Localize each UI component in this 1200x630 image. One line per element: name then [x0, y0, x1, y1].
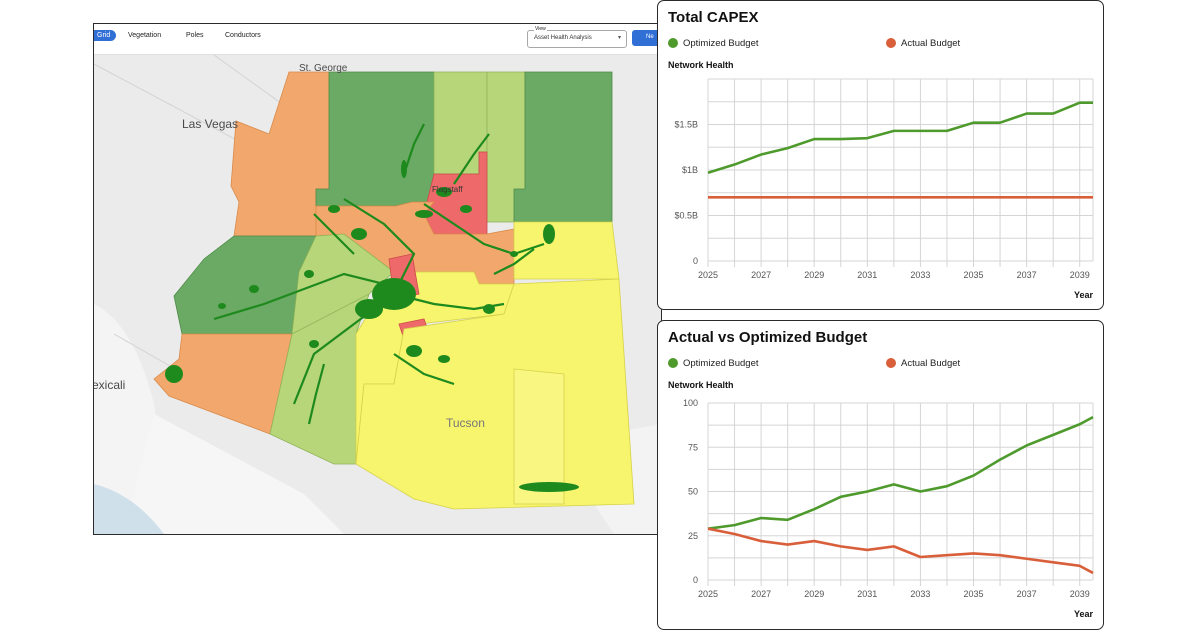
x-tick-label: 2029 [804, 270, 824, 280]
x-tick-label: 2025 [698, 589, 718, 599]
next-button-label: Ne [646, 34, 654, 40]
x-tick-label: 2037 [1017, 589, 1037, 599]
actual-vs-optimized-panel: Actual vs Optimized Budget Optimized Bud… [657, 320, 1104, 630]
x-tick-label: 2033 [910, 270, 930, 280]
tab-grid[interactable]: Grid [94, 30, 117, 41]
chevron-down-icon: ▾ [617, 35, 621, 41]
y-tick-label: 0 [693, 256, 698, 266]
view-caption: View [534, 26, 547, 32]
chart-title: Actual vs Optimized Budget [668, 329, 868, 346]
y-tick-label: 100 [683, 398, 698, 408]
city-label-mexicali: exicali [94, 378, 125, 392]
total-capex-panel: Total CAPEX Optimized Budget Actual Budg… [657, 0, 1104, 310]
x-tick-label: 2033 [910, 589, 930, 599]
sea-area [94, 484, 164, 534]
city-label-flagstaff: Flagstaff [432, 185, 463, 194]
x-axis-title: Year [1073, 290, 1093, 300]
y-axis-label: Network Health [668, 60, 734, 70]
legend-optimized[interactable]: Optimized Budget [668, 38, 759, 49]
x-tick-label: 2037 [1017, 270, 1037, 280]
y-tick-label: 50 [688, 487, 698, 497]
next-button[interactable]: Ne [632, 30, 661, 46]
legend-dot-icon [886, 358, 896, 368]
x-tick-label: 2035 [964, 270, 984, 280]
legend-label: Optimized Budget [683, 358, 759, 369]
x-tick-label: 2025 [698, 270, 718, 280]
map-terrain [124, 414, 344, 534]
series-line-actual[interactable] [707, 527, 1094, 575]
y-tick-label: $1B [682, 165, 698, 175]
view-select[interactable]: View Asset Health Analysis ▾ [527, 26, 627, 48]
x-tick-label: 2035 [964, 589, 984, 599]
legend-optimized[interactable]: Optimized Budget [668, 358, 759, 369]
legend-dot-icon [668, 358, 678, 368]
city-label-las-vegas: Las Vegas [182, 117, 238, 131]
legend-label: Optimized Budget [683, 38, 759, 49]
y-tick-label: $1.5B [674, 120, 698, 130]
legend-actual[interactable]: Actual Budget [886, 38, 960, 49]
tab-poles[interactable]: Poles [186, 32, 204, 39]
tab-conductors[interactable]: Conductors [225, 32, 261, 39]
y-axis-label: Network Health [668, 380, 734, 390]
legend-dot-icon [886, 38, 896, 48]
legend-actual[interactable]: Actual Budget [886, 358, 960, 369]
series-line-optimized[interactable] [707, 101, 1093, 174]
city-label-st-george: St. George [299, 63, 348, 74]
x-tick-label: 2027 [751, 589, 771, 599]
series-line-optimized[interactable] [707, 416, 1094, 530]
legend-label: Actual Budget [901, 38, 961, 49]
tab-vegetation[interactable]: Vegetation [128, 32, 162, 39]
network-lines [213, 123, 545, 425]
x-axis-title: Year [1073, 609, 1093, 619]
legend-label: Actual Budget [901, 358, 961, 369]
view-value: Asset Health Analysis [534, 35, 592, 41]
total-capex-chart[interactable]: 0 $0.5B $1B $1.5B 2025 2027 2029 2031 2033 2035 20… [658, 71, 1103, 301]
asset-health-map[interactable]: St. George Las Vegas exicali Tucson Flag… [94, 55, 661, 534]
x-tick-label: 2039 [1070, 270, 1090, 280]
actual-vs-optimized-chart[interactable]: 0 25 50 75 100 2025 2027 2029 2031 2033 2035 2037 20… [658, 393, 1103, 623]
y-tick-label: 75 [688, 442, 698, 452]
chart-title: Total CAPEX [668, 9, 759, 26]
x-tick-label: 2039 [1070, 589, 1090, 599]
map-window: Grid Vegetation Poles Conductors View As… [93, 23, 662, 535]
legend-dot-icon [668, 38, 678, 48]
health-regions [153, 71, 635, 510]
y-tick-label: 25 [688, 531, 698, 541]
x-tick-label: 2027 [751, 270, 771, 280]
city-label-tucson: Tucson [446, 416, 485, 430]
x-tick-label: 2031 [857, 270, 877, 280]
y-tick-label: 0 [693, 575, 698, 585]
x-tick-label: 2029 [804, 589, 824, 599]
x-tick-label: 2031 [857, 589, 877, 599]
map-toolbar: Grid Vegetation Poles Conductors View As… [94, 24, 661, 55]
y-tick-label: $0.5B [674, 211, 698, 221]
